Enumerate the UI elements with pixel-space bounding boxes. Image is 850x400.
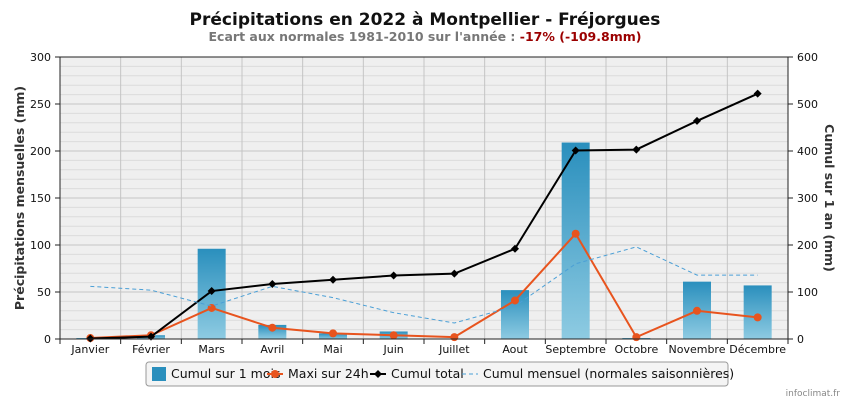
right-tick-label: 600 xyxy=(797,51,818,64)
legend-marker-maxi-24h xyxy=(271,370,279,378)
legend-box xyxy=(145,361,729,387)
left-tick-label: 50 xyxy=(37,286,51,299)
right-tick-label: 400 xyxy=(797,145,818,158)
cumul-total-point xyxy=(389,271,398,280)
cumul-total-point xyxy=(268,280,277,289)
maxi-24h-point xyxy=(571,229,580,238)
maxi-24h-line xyxy=(90,232,758,340)
x-tick-label: Aout xyxy=(502,343,528,356)
right-tick-label: 200 xyxy=(797,239,818,252)
right-tick-label: 300 xyxy=(797,192,818,205)
right-tick-label: 100 xyxy=(797,286,818,299)
maxi-24h-point xyxy=(329,329,337,338)
right-tick-label: 500 xyxy=(797,98,818,111)
line-series xyxy=(86,89,762,343)
credit-text: infoclimat.fr xyxy=(786,389,841,399)
normals-dashed-line xyxy=(90,246,758,324)
left-axis-title: Précipitations mensuelles (mm) xyxy=(12,86,27,310)
legend-label: Maxi sur 24h xyxy=(288,366,369,381)
left-tick-label: 200 xyxy=(30,145,51,158)
maxi-24h-point xyxy=(511,296,519,305)
cumul-total-line xyxy=(90,92,759,340)
right-axis-title: Cumul sur 1 an (mm) xyxy=(822,124,837,272)
maxi-24h-point xyxy=(450,333,459,342)
left-tick-label: 150 xyxy=(30,192,51,205)
x-tick-label: Septembre xyxy=(545,343,606,356)
cumul-total-point xyxy=(511,244,519,253)
grid xyxy=(60,56,788,340)
x-tick-label: Avril xyxy=(260,343,284,356)
x-tick-label: Février xyxy=(132,343,170,356)
legend-label: Cumul sur 1 mois xyxy=(171,366,280,381)
legend-label: Cumul mensuel (normales saisonnières) xyxy=(483,366,734,381)
bar-series xyxy=(76,142,772,339)
bar xyxy=(561,142,590,339)
cumul-total-point xyxy=(693,116,701,125)
x-tick-label: Janvier xyxy=(70,343,109,356)
axes: 0 50 100 150 200 250 300 0 100 200 300 400 500 600 Jan… xyxy=(30,51,818,356)
subtitle-prefix: Ecart aux normales 1981-2010 sur l'année… xyxy=(209,29,520,44)
maxi-24h-point xyxy=(693,306,701,315)
cumul-total-point xyxy=(632,145,641,154)
legend-label: Cumul total xyxy=(391,366,464,381)
legend-marker-cumul-total xyxy=(374,370,382,378)
left-tick-label: 100 xyxy=(30,239,51,252)
x-tick-label: Mars xyxy=(198,343,225,356)
cumul-total-point xyxy=(753,89,762,98)
x-tick-label: Décembre xyxy=(729,343,786,356)
subtitle-deviation: -17% (-109.8mm) xyxy=(520,29,642,44)
left-tick-label: 250 xyxy=(30,98,51,111)
cumul-total-point xyxy=(571,146,580,155)
left-tick-label: 300 xyxy=(30,51,51,64)
x-tick-label: Juillet xyxy=(438,343,470,356)
maxi-24h-point xyxy=(632,333,641,342)
chart-title: Précipitations en 2022 à Montpellier - F… xyxy=(190,10,661,30)
x-tick-label: Novembre xyxy=(669,343,726,356)
legend: Cumul sur 1 mois Maxi sur 24h Cumul total C… xyxy=(145,361,734,387)
cumul-total-point xyxy=(450,269,459,278)
x-tick-label: Mai xyxy=(323,343,342,356)
cumul-total-point xyxy=(207,287,216,296)
left-tick-label: 0 xyxy=(44,333,51,346)
right-tick-label: 0 xyxy=(797,333,804,346)
x-tick-label: Juin xyxy=(383,343,404,356)
x-tick-label: Octobre xyxy=(614,343,658,356)
bar xyxy=(743,285,772,339)
maxi-24h-point xyxy=(389,331,398,340)
maxi-24h-point xyxy=(268,323,277,332)
legend-swatch-cumul-mois xyxy=(152,367,166,381)
cumul-total-point xyxy=(329,275,337,284)
maxi-24h-point xyxy=(753,313,762,322)
chart-subtitle: Ecart aux normales 1981-2010 sur l'année… xyxy=(209,29,642,44)
